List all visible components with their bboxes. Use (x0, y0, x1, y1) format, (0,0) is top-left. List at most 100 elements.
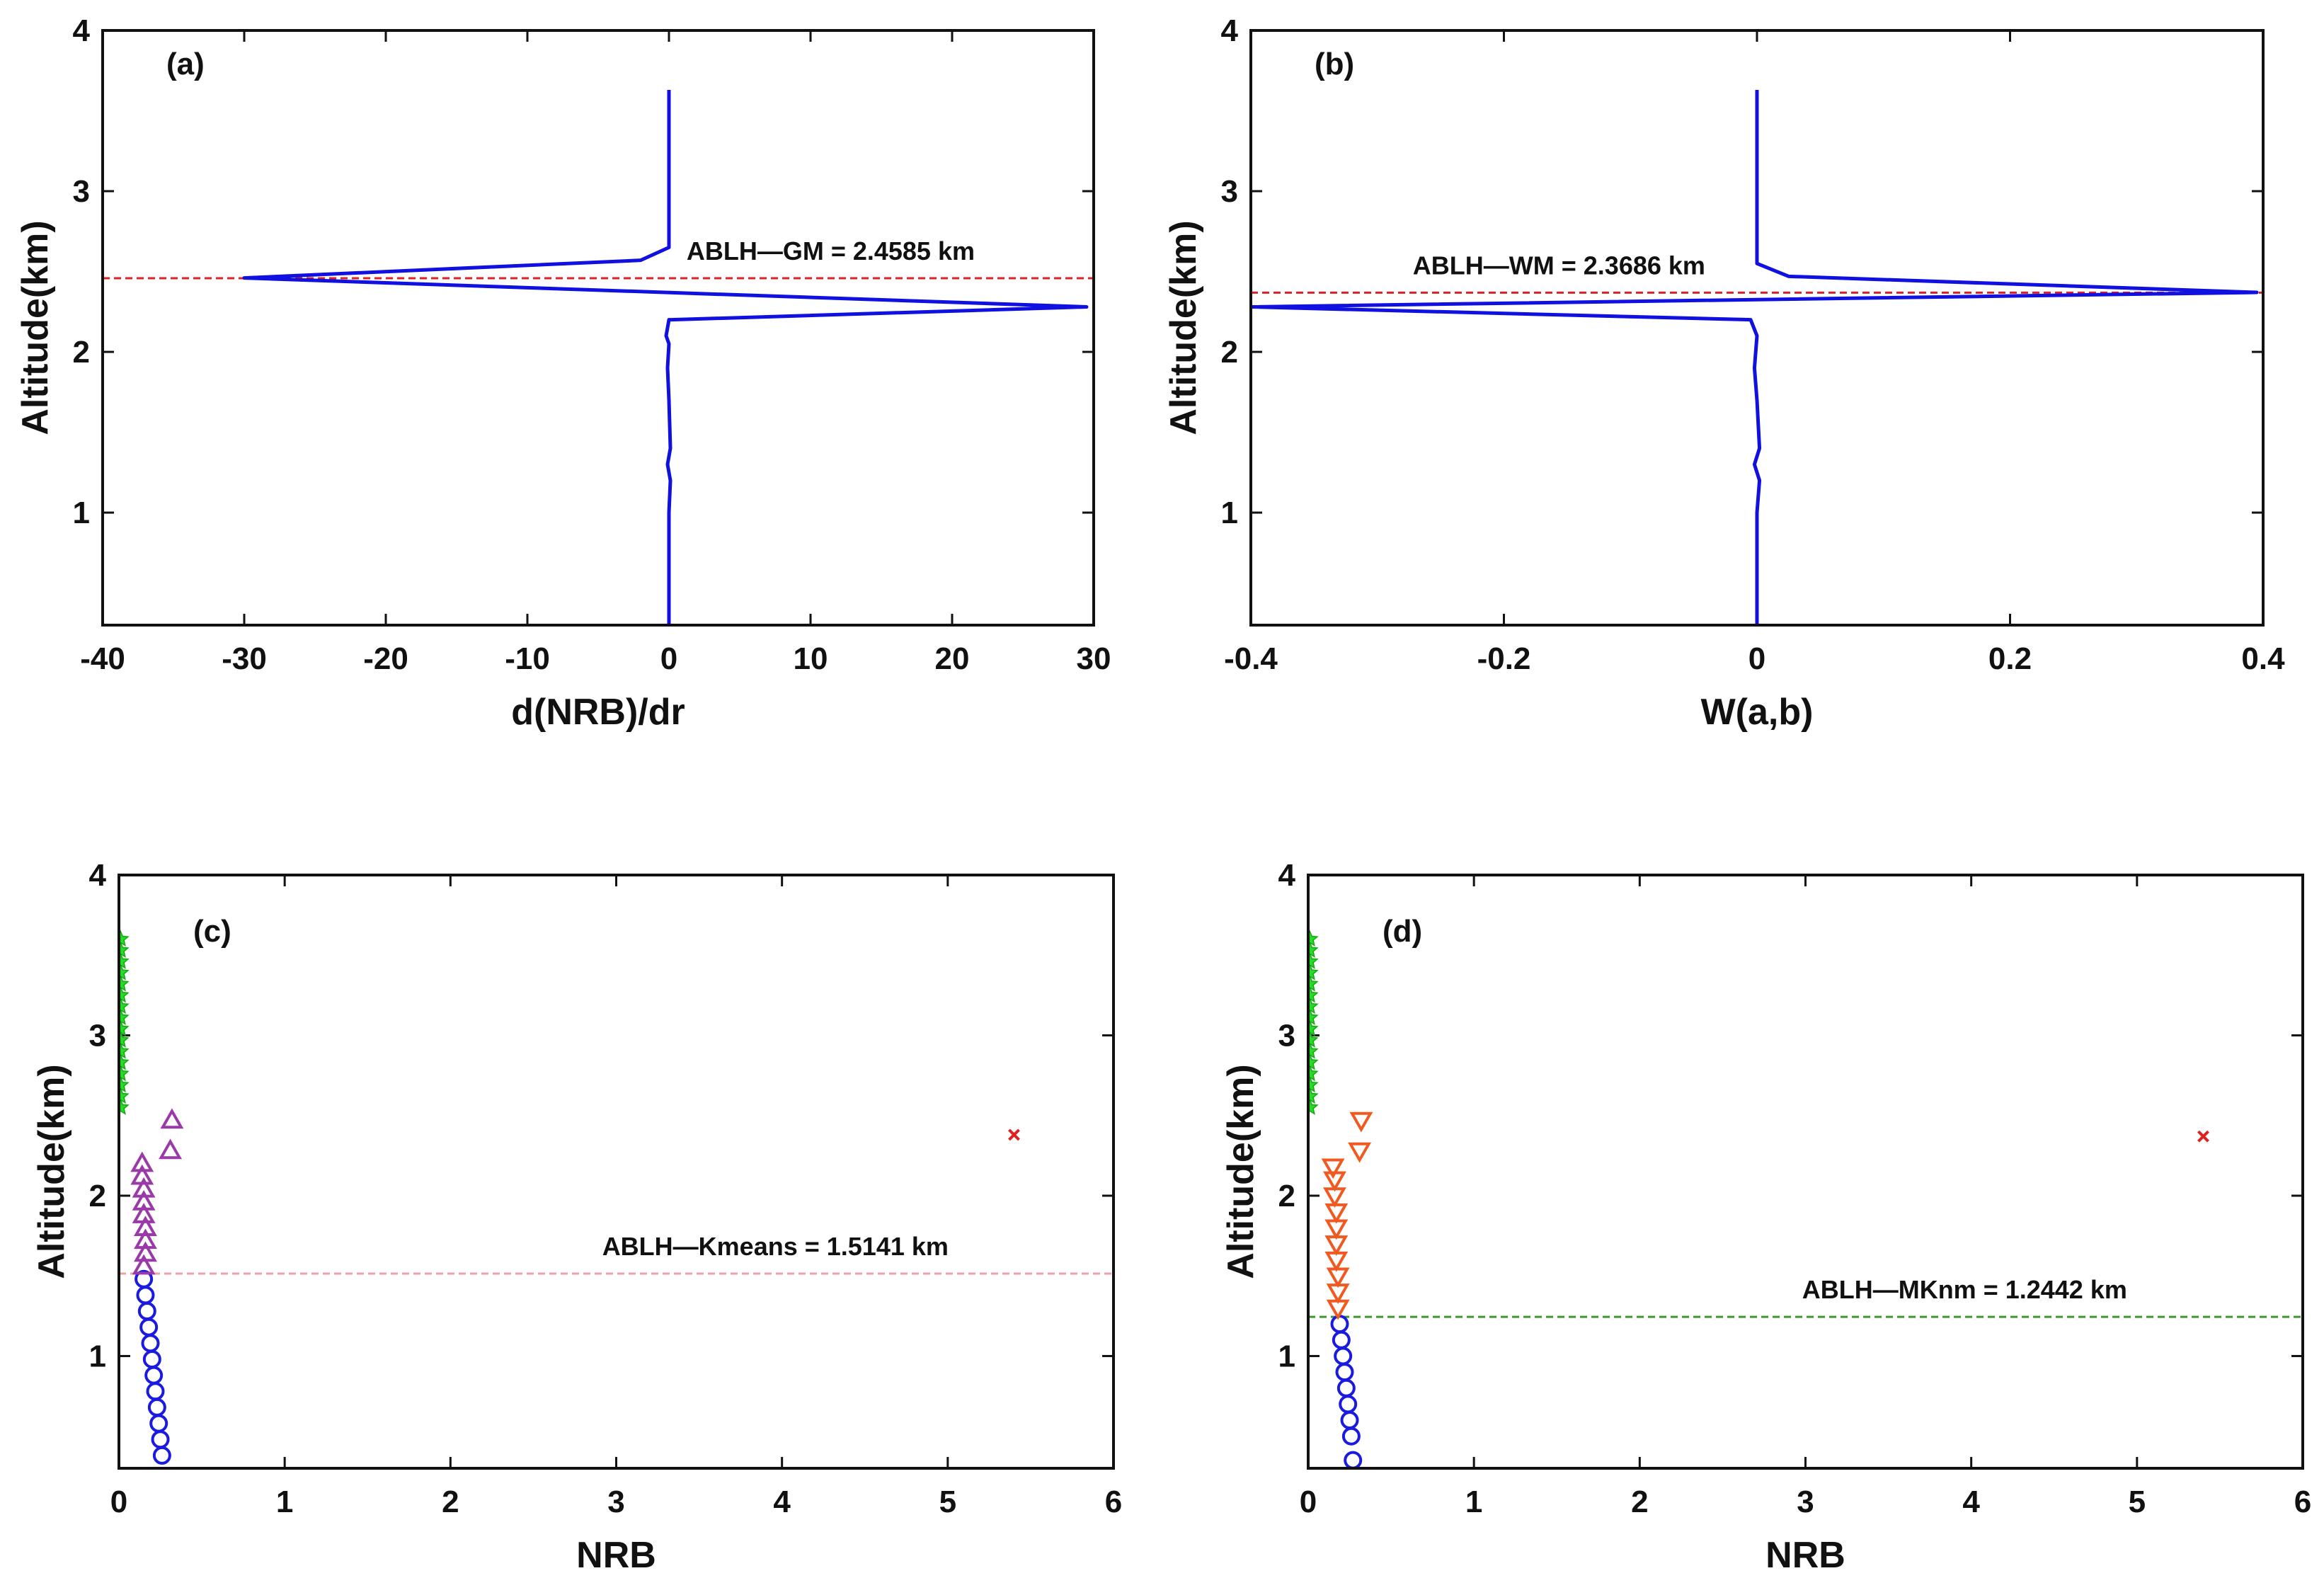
panel-b-chart: -0.4 -0.2 0 0.2 0.4 1 2 3 4 ABLH—WM = 2.3686 km (b… (1163, 13, 2285, 733)
panel-a-x-tick-label: 20 (935, 641, 970, 676)
panel-a-x-tick-label: 30 (1077, 641, 1111, 676)
panel-d-y-tick-label: 4 (1278, 858, 1296, 893)
panel-b-x-tick-label: -0.4 (1224, 641, 1278, 676)
panel-b-y-tick-label: 2 (1221, 335, 1238, 370)
panel-c-point-star (119, 985, 130, 1003)
panel-a-ablh-label: ABLH—GM = 2.4585 km (687, 236, 975, 265)
panel-d-x-axis-label: NRB (1765, 1535, 1845, 1576)
panel-c-point-circle (152, 1446, 171, 1465)
panel-a-frame (101, 29, 1095, 627)
panel-d-point-triangle-down (1324, 1251, 1349, 1272)
panel-d-point-star (1308, 1087, 1319, 1104)
panel-c-data-layer (119, 930, 1114, 1465)
panel-b-frame (1249, 29, 2265, 627)
panel-c-chart: 0 1 2 3 4 5 6 1 2 3 4 ABLH—Kmeans = 1.5141 km (c) NRB… (31, 858, 1122, 1576)
panel-d-point-star (1308, 941, 1319, 958)
panel-b-label: (b) (1315, 47, 1354, 81)
panel-c-point-star (119, 1075, 130, 1093)
panel-d-point-star (1308, 952, 1319, 969)
panel-c-x-tick-label: 4 (773, 1485, 791, 1519)
panel-d-y-tick-label: 1 (1278, 1339, 1295, 1373)
panel-d-point-star (1308, 1098, 1319, 1115)
panel-c-ablh-label: ABLH—Kmeans = 1.5141 km (602, 1232, 949, 1261)
panel-a-x-tick-label: -40 (80, 641, 125, 676)
panel-d-point-triangle-down (1349, 1111, 1373, 1133)
panel-c-plot-area (119, 875, 1114, 1468)
panel-a-x-tick-label: 0 (660, 641, 677, 676)
panel-d-point-triangle-down (1323, 1171, 1346, 1192)
panel-d-x-tick-label: 5 (2129, 1485, 2146, 1519)
panel-d-point-star (1308, 930, 1319, 947)
panel-d-point-star (1308, 1075, 1319, 1093)
panel-c-y-tick-label: 2 (89, 1179, 106, 1213)
panel-c-x-tick-label: 5 (939, 1485, 956, 1519)
panel-b-y-tick-label: 1 (1221, 496, 1238, 530)
panel-d-point-triangle-down (1326, 1299, 1350, 1320)
panel-d-point-star (1308, 975, 1319, 992)
panel-d-point-star (1308, 964, 1319, 981)
panel-a-x-tick-label: -10 (505, 641, 550, 676)
panel-d-point-triangle-down (1323, 1187, 1346, 1208)
panel-d-point-cross (2197, 1130, 2209, 1143)
panel-d-x-tick-label: 1 (1465, 1485, 1482, 1519)
panel-d-y-tick-label: 3 (1278, 1018, 1295, 1053)
panel-c-point-star (119, 1042, 130, 1059)
panel-a-y-tick-label: 3 (73, 174, 90, 209)
panel-d-y-axis-label: Altitude(km) (1220, 1064, 1261, 1279)
panel-a-x-tick-label: -30 (222, 641, 267, 676)
panel-a-y-tick-label: 2 (73, 335, 90, 370)
panel-c-x-tick-label: 2 (442, 1485, 459, 1519)
panel-b-x-tick-label: 0 (1748, 641, 1765, 676)
panel-d-frame (1307, 874, 2304, 1470)
panel-a-y-tick-label: 1 (73, 496, 90, 530)
panel-d-point-star (1308, 985, 1319, 1003)
panel-a-x-axis-label: d(NRB)/dr (511, 692, 685, 733)
panel-b-ablh-label: ABLH—WM = 2.3686 km (1413, 251, 1705, 280)
panel-d-data-layer (1308, 930, 2303, 1468)
panel-d-point-triangle-down (1326, 1267, 1350, 1288)
panel-d-point-star (1308, 1064, 1319, 1082)
panel-b-data-layer (1251, 90, 2263, 625)
panel-a-data-layer (103, 90, 1094, 625)
panel-d-label: (d) (1383, 914, 1422, 949)
panel-a-chart: -40 -30 -20 -10 0 10 20 30 1 2 3 4 ABLH—GM = 2.4585 … (15, 13, 1111, 733)
panel-d-point-triangle-down (1324, 1219, 1349, 1240)
panel-c-label: (c) (193, 914, 231, 949)
panel-a-y-tick-label: 4 (73, 13, 91, 48)
panel-b-x-tick-label: -0.2 (1477, 641, 1531, 676)
panel-d-point-star (1308, 1053, 1319, 1070)
panel-b-y-tick-label: 3 (1221, 174, 1238, 209)
panel-b-x-tick-label: 0.2 (1988, 641, 2032, 676)
panel-c-y-axis-label: Altitude(km) (31, 1064, 72, 1279)
panel-c-point-triangle-up (159, 1138, 183, 1160)
panel-c-point-star (119, 1019, 130, 1036)
panel-d-point-star (1308, 1019, 1319, 1036)
panel-d-point-triangle-down (1324, 1235, 1349, 1256)
panel-d-point-star (1308, 1042, 1319, 1059)
panel-d-x-tick-label: 2 (1631, 1485, 1648, 1519)
panel-b-x-tick-label: 0.4 (2241, 641, 2285, 676)
panel-c-point-triangle-up (132, 1177, 156, 1198)
panel-c-frame (118, 874, 1115, 1470)
panel-c-point-star (119, 975, 130, 992)
panel-d-point-triangle-down (1324, 1203, 1349, 1224)
panel-c-point-star (119, 997, 130, 1014)
panel-c-point-star (119, 1098, 130, 1115)
panel-c-point-triangle-up (132, 1190, 156, 1211)
panel-d-ablh-label: ABLH—MKnm = 1.2442 km (1802, 1275, 2127, 1304)
panel-a-profile-line (242, 90, 1089, 625)
panel-c-point-star (119, 930, 130, 947)
panel-a-x-tick-label: -20 (363, 641, 408, 676)
panel-c-point-star (119, 1053, 130, 1070)
panel-c-point-star (119, 1031, 130, 1048)
panel-c-x-axis-label: NRB (576, 1535, 656, 1576)
panel-c-x-tick-label: 1 (276, 1485, 293, 1519)
panel-c-point-triangle-up (160, 1108, 184, 1129)
panel-d-point-triangle-down (1321, 1158, 1345, 1179)
panel-d-x-tick-label: 3 (1797, 1485, 1814, 1519)
panel-d-plot-area (1308, 875, 2303, 1468)
panel-d-x-tick-label: 0 (1300, 1485, 1317, 1519)
panel-c-point-star (119, 1064, 130, 1082)
panel-b-y-tick-label: 4 (1221, 13, 1239, 48)
panel-b-profile-line (1251, 90, 2259, 625)
